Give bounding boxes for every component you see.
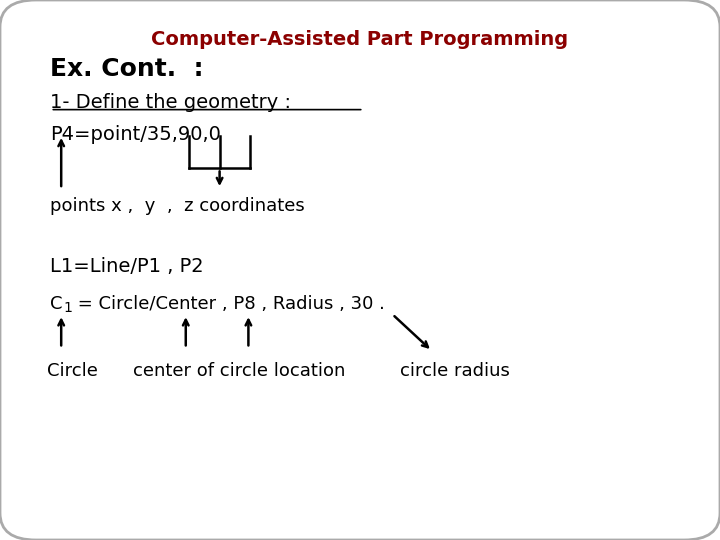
Text: P4=point/35,90,0: P4=point/35,90,0 [50, 125, 221, 144]
Text: 1- Define the geometry :: 1- Define the geometry : [50, 93, 292, 112]
Text: Computer-Assisted Part Programming: Computer-Assisted Part Programming [151, 30, 569, 49]
Text: points x ,  y  ,  z coordinates: points x , y , z coordinates [50, 197, 305, 215]
Text: center of circle location: center of circle location [133, 362, 346, 380]
Text: 1: 1 [63, 301, 72, 315]
Text: Circle: Circle [47, 362, 98, 380]
Text: Ex. Cont.  :: Ex. Cont. : [50, 57, 204, 80]
Text: circle radius: circle radius [400, 362, 510, 380]
Text: C: C [50, 295, 63, 313]
Text: = Circle/Center , P8 , Radius , 30 .: = Circle/Center , P8 , Radius , 30 . [72, 295, 385, 313]
Text: L1=Line/P1 , P2: L1=Line/P1 , P2 [50, 256, 204, 275]
